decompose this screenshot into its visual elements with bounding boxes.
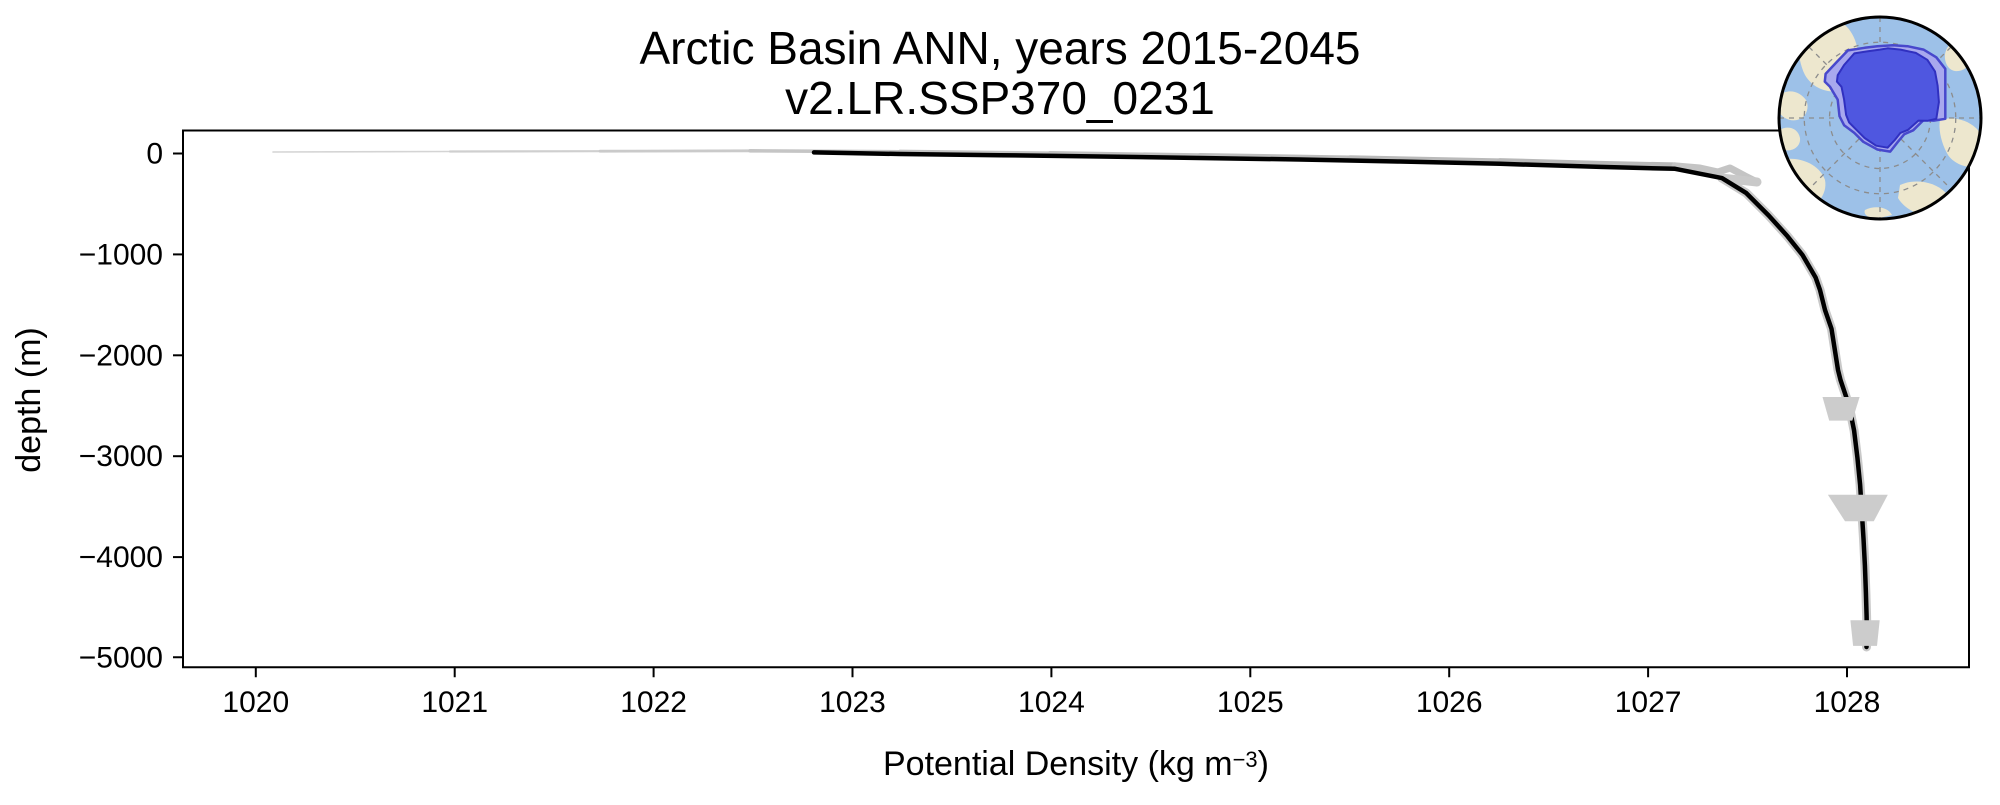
svg-text:1024: 1024 [1018, 686, 1085, 719]
svg-text:−4000: −4000 [79, 541, 163, 574]
svg-text:1021: 1021 [421, 686, 488, 719]
svg-text:1025: 1025 [1217, 686, 1284, 719]
svg-text:−3000: −3000 [79, 440, 163, 473]
svg-text:1022: 1022 [620, 686, 687, 719]
svg-text:−1000: −1000 [79, 238, 163, 271]
svg-text:1027: 1027 [1615, 686, 1682, 719]
svg-text:−5000: −5000 [79, 641, 163, 674]
svg-text:−2000: −2000 [79, 339, 163, 372]
svg-text:1020: 1020 [222, 686, 289, 719]
svg-text:depth (m): depth (m) [10, 327, 48, 473]
svg-text:1026: 1026 [1416, 686, 1483, 719]
svg-text:1028: 1028 [1814, 686, 1881, 719]
svg-text:0: 0 [146, 138, 163, 171]
svg-text:Potential Density (kg m−3): Potential Density (kg m−3) [883, 745, 1269, 783]
svg-text:1023: 1023 [819, 686, 886, 719]
